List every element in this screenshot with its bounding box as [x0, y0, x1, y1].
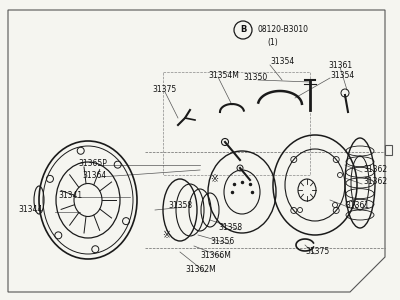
Text: 31366M: 31366M — [200, 250, 231, 260]
Text: 31344: 31344 — [18, 206, 42, 214]
Text: 31362: 31362 — [363, 178, 387, 187]
Text: 31358: 31358 — [168, 200, 192, 209]
Text: 31362: 31362 — [363, 166, 387, 175]
Text: 31358: 31358 — [218, 224, 242, 232]
Text: 31354: 31354 — [270, 58, 294, 67]
Text: (1): (1) — [267, 38, 278, 46]
Text: 31354: 31354 — [330, 70, 354, 80]
Text: 31354M: 31354M — [208, 70, 239, 80]
Text: 31356: 31356 — [210, 238, 234, 247]
Text: 31375: 31375 — [305, 248, 329, 256]
Text: ※: ※ — [162, 230, 170, 241]
Text: 31361: 31361 — [345, 200, 369, 209]
Text: 08120-B3010: 08120-B3010 — [258, 26, 309, 34]
Text: 31362M: 31362M — [185, 266, 216, 274]
Text: ※: ※ — [210, 173, 218, 184]
Text: B: B — [240, 26, 246, 34]
Text: 31375: 31375 — [152, 85, 176, 94]
Text: 31341: 31341 — [58, 190, 82, 200]
Text: 31364: 31364 — [82, 170, 106, 179]
Text: 31361: 31361 — [328, 61, 352, 70]
Text: 31350: 31350 — [243, 74, 267, 82]
Text: 31365P: 31365P — [78, 158, 107, 167]
